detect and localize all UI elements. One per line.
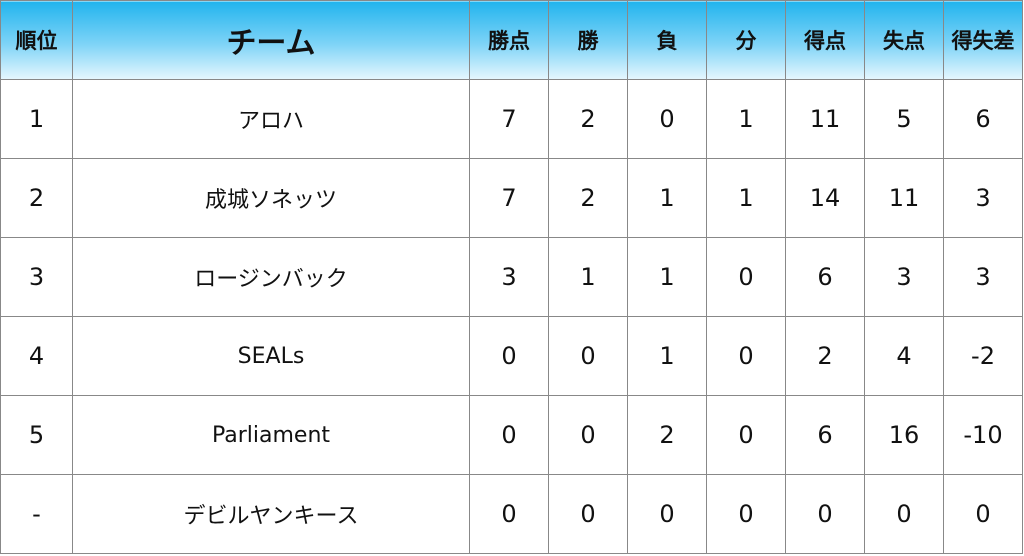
table-cell: 0 — [706, 316, 786, 396]
table-cell: 7 — [469, 79, 549, 159]
table-cell: 6 — [785, 395, 865, 475]
table-row: 2 成城ソネッツ 7 2 1 1 14 11 3 — [0, 158, 1023, 238]
table-cell: 0 — [548, 316, 628, 396]
table-cell: 5 — [0, 395, 73, 475]
table-cell: 6 — [785, 237, 865, 317]
table-cell: 0 — [864, 474, 944, 554]
column-header: チーム — [72, 0, 470, 80]
team-cell: Parliament — [72, 395, 470, 475]
team-cell: デビルヤンキース — [72, 474, 470, 554]
table-cell: 0 — [469, 395, 549, 475]
table-cell: 0 — [706, 237, 786, 317]
table-cell: 3 — [0, 237, 73, 317]
team-cell: ロージンバック — [72, 237, 470, 317]
table-cell: 6 — [943, 79, 1023, 159]
table-cell: 7 — [469, 158, 549, 238]
column-header: 順位 — [0, 0, 73, 80]
table-row: 3 ロージンバック 3 1 1 0 6 3 3 — [0, 237, 1023, 317]
table-cell: 0 — [943, 474, 1023, 554]
table-cell: 1 — [706, 158, 786, 238]
table-cell: 0 — [627, 79, 707, 159]
table-cell: 0 — [548, 474, 628, 554]
column-header: 得点 — [785, 0, 865, 80]
column-header: 分 — [706, 0, 786, 80]
table-cell: 0 — [469, 474, 549, 554]
table-cell: 0 — [627, 474, 707, 554]
table-cell: 1 — [627, 237, 707, 317]
table-cell: 11 — [864, 158, 944, 238]
table-cell: 2 — [548, 158, 628, 238]
table-cell: -10 — [943, 395, 1023, 475]
column-header: 負 — [627, 0, 707, 80]
table-row: - デビルヤンキース 0 0 0 0 0 0 0 — [0, 474, 1023, 554]
column-header: 勝 — [548, 0, 628, 80]
table-cell: 3 — [469, 237, 549, 317]
table-cell: 1 — [548, 237, 628, 317]
table-cell: 1 — [0, 79, 73, 159]
table-cell: -2 — [943, 316, 1023, 396]
team-cell: アロハ — [72, 79, 470, 159]
table-cell: 1 — [627, 316, 707, 396]
header-row: 順位 チーム 勝点勝負分得点 失点 得失差 — [0, 0, 1023, 80]
team-cell: SEALs — [72, 316, 470, 396]
table-cell: 11 — [785, 79, 865, 159]
table-cell: 4 — [0, 316, 73, 396]
table-cell: 2 — [0, 158, 73, 238]
table-cell: 0 — [548, 395, 628, 475]
table-cell: 16 — [864, 395, 944, 475]
column-header: 得失差 — [943, 0, 1023, 80]
table-row: 4 SEALs 0 0 1 0 2 4 -2 — [0, 316, 1023, 396]
team-cell: 成城ソネッツ — [72, 158, 470, 238]
table-row: 5 Parliament 0 0 2 0 6 16 -10 — [0, 395, 1023, 475]
table-cell: 1 — [706, 79, 786, 159]
table-cell: 2 — [627, 395, 707, 475]
column-header: 失点 — [864, 0, 944, 80]
table-cell: 0 — [706, 395, 786, 475]
table-cell: 2 — [548, 79, 628, 159]
column-header: 勝点 — [469, 0, 549, 80]
table-cell: 3 — [943, 237, 1023, 317]
table-cell: 14 — [785, 158, 865, 238]
table-cell: 3 — [864, 237, 944, 317]
table-row: 1 アロハ 7 2 0 1 11 5 6 — [0, 79, 1023, 159]
table-cell: 3 — [943, 158, 1023, 238]
table-cell: 0 — [706, 474, 786, 554]
table-cell: 5 — [864, 79, 944, 159]
table-cell: 4 — [864, 316, 944, 396]
table-cell: 0 — [785, 474, 865, 554]
table-cell: 2 — [785, 316, 865, 396]
table-cell: 1 — [627, 158, 707, 238]
table-cell: 0 — [469, 316, 549, 396]
table-cell: - — [0, 474, 73, 554]
